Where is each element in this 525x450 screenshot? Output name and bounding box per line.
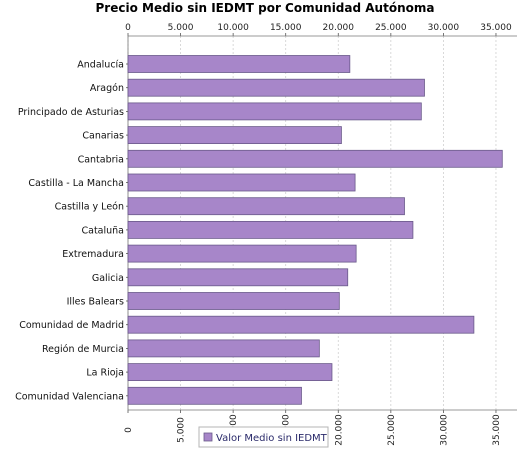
bar — [127, 197, 405, 216]
x-tick-label-top: 25.000 — [375, 23, 407, 33]
x-tick-label-top: 0 — [125, 23, 131, 33]
x-tick-label-top: 30.000 — [428, 23, 460, 33]
category-label: Castilla - La Mancha — [28, 178, 124, 189]
bar — [127, 126, 342, 144]
bar — [127, 363, 333, 382]
category-label: Andalucía — [77, 60, 124, 71]
bar — [127, 292, 340, 310]
x-tick-label-bottom: 20.000 — [334, 414, 344, 446]
legend-box — [198, 426, 329, 448]
chart-title: Precio Medio sin IEDMT por Comunidad Aut… — [96, 1, 435, 15]
x-tick-label-bottom: 30.000 — [439, 414, 449, 446]
bar — [127, 78, 425, 97]
bar — [127, 55, 351, 73]
bars — [127, 55, 503, 405]
bar — [127, 102, 422, 121]
legend-swatch — [203, 432, 213, 442]
legend: Valor Medio sin IEDMT — [198, 426, 329, 448]
category-label: Castilla y León — [55, 202, 124, 213]
category-label: Cantabria — [78, 154, 124, 165]
x-tick-label-bottom: 35.000 — [492, 414, 502, 446]
category-labels: Andalucía Aragón Principado de Asturias Can… — [15, 60, 128, 402]
category-label: Aragón — [90, 83, 124, 94]
x-tick-label-top: 10.000 — [217, 23, 249, 33]
category-label: Illes Balears — [67, 297, 124, 308]
x-tick-label-top: 35.000 — [480, 23, 512, 33]
bar — [127, 149, 503, 168]
x-tick-label-top: 20.000 — [323, 23, 355, 33]
category-label: Comunidad Valenciana — [15, 391, 124, 402]
x-tick-label-top: 5.000 — [168, 23, 194, 33]
bar — [127, 386, 302, 405]
bar — [127, 244, 357, 263]
x-tick-label-bottom: 5.000 — [177, 417, 187, 443]
category-label: Principado de Asturias — [18, 107, 124, 118]
x-tick-label-top: 15.000 — [270, 23, 302, 33]
bar — [127, 339, 320, 358]
category-label: La Rioja — [86, 368, 124, 379]
bar — [127, 315, 475, 334]
category-label: Extremadura — [62, 249, 124, 260]
category-label: Región de Murcia — [42, 344, 124, 355]
bar — [127, 173, 356, 192]
legend-entry: Valor Medio sin IEDMT — [216, 433, 328, 444]
x-tick-label-bottom: 25.000 — [387, 414, 397, 446]
category-label: Comunidad de Madrid — [19, 320, 124, 331]
bar — [127, 220, 414, 239]
category-label: Canarias — [82, 131, 124, 142]
category-label: Galicia — [92, 273, 124, 284]
category-label: Cataluña — [81, 225, 124, 236]
x-tick-label-bottom: 0 — [124, 427, 134, 433]
bar — [127, 268, 349, 287]
